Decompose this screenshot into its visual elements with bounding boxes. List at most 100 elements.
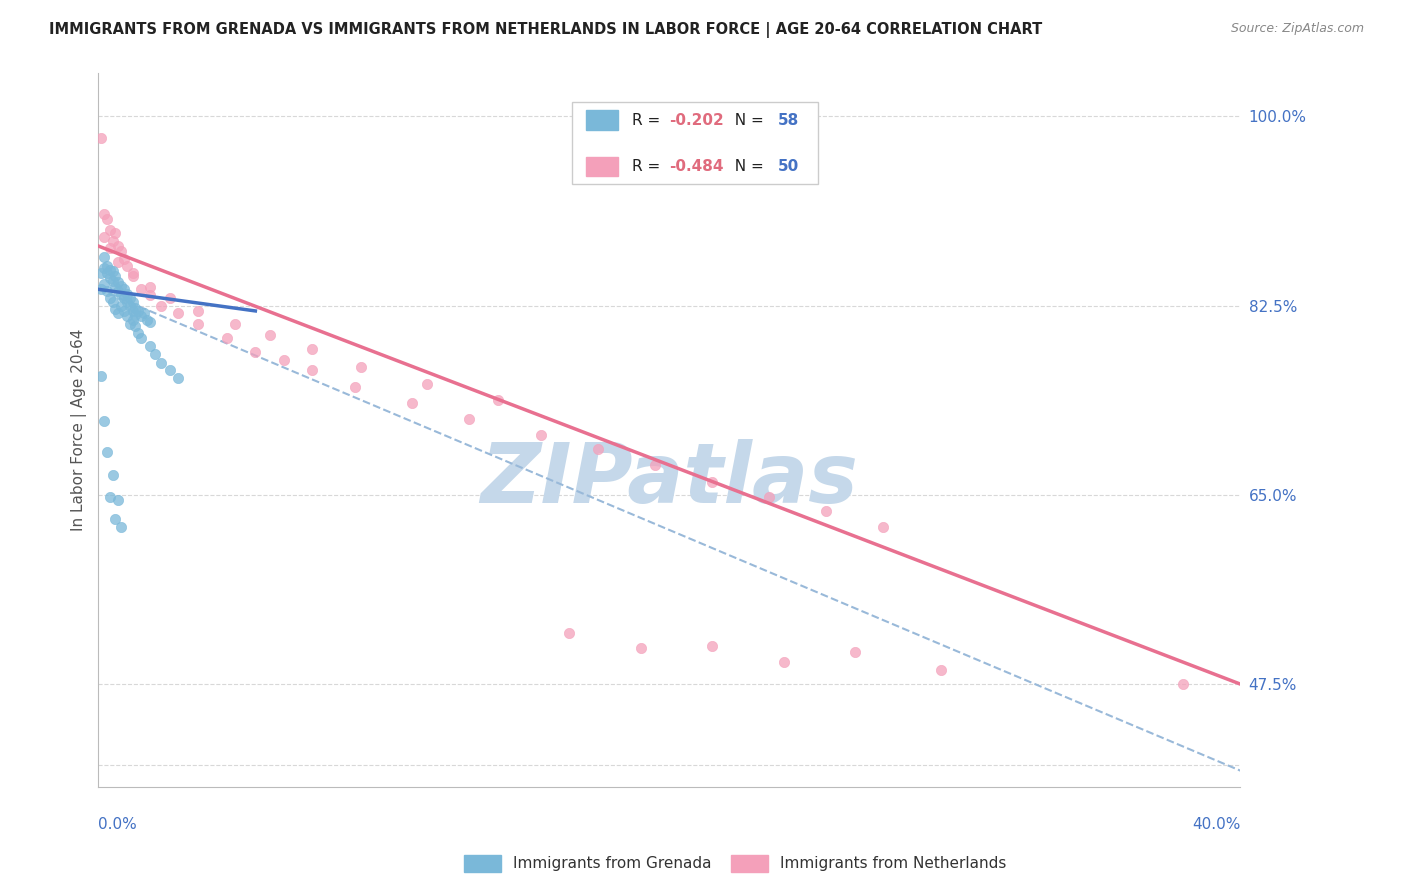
Text: N =: N =: [725, 112, 769, 128]
Point: [139, 315, 162, 329]
Point: [187, 317, 209, 331]
Text: 58: 58: [778, 112, 799, 128]
Point: [101, 468, 124, 483]
Point: [118, 291, 141, 305]
Point: [135, 312, 157, 326]
Point: [929, 663, 952, 677]
Point: [344, 379, 367, 393]
Point: [93, 250, 115, 264]
Text: IMMIGRANTS FROM GRENADA VS IMMIGRANTS FROM NETHERLANDS IN LABOR FORCE | AGE 20-6: IMMIGRANTS FROM GRENADA VS IMMIGRANTS FR…: [49, 22, 1042, 38]
Point: [107, 239, 129, 253]
Point: [101, 264, 124, 278]
Point: [101, 295, 124, 310]
Point: [245, 345, 267, 359]
Point: [115, 295, 138, 310]
Point: [486, 392, 509, 407]
Text: ZIPatlas: ZIPatlas: [481, 440, 858, 520]
Point: [415, 377, 437, 392]
Point: [273, 352, 295, 367]
Point: [115, 286, 138, 301]
Point: [90, 266, 112, 280]
Point: [586, 442, 609, 457]
Point: [115, 310, 138, 324]
Point: [101, 234, 124, 248]
Point: [758, 490, 780, 504]
Point: [401, 396, 423, 410]
Point: [558, 626, 581, 640]
Point: [150, 299, 173, 313]
Point: [93, 206, 115, 220]
Point: [110, 520, 132, 534]
Point: [139, 287, 162, 301]
Point: [96, 285, 118, 299]
Point: [167, 306, 190, 320]
Point: [139, 280, 162, 294]
Text: -0.484: -0.484: [669, 159, 724, 174]
Point: [112, 291, 135, 305]
Point: [121, 266, 143, 280]
Point: [702, 475, 724, 489]
FancyBboxPatch shape: [586, 110, 619, 130]
Point: [93, 414, 115, 428]
Point: [127, 326, 149, 340]
Text: -0.202: -0.202: [669, 112, 724, 128]
Point: [98, 241, 121, 255]
Point: [259, 327, 281, 342]
Text: 40.0%: 40.0%: [1192, 817, 1240, 832]
Point: [124, 319, 146, 334]
Point: [104, 269, 127, 284]
Point: [630, 641, 652, 656]
Point: [129, 331, 152, 345]
Point: [159, 363, 181, 377]
Text: Immigrants from Grenada: Immigrants from Grenada: [513, 856, 711, 871]
Point: [104, 226, 127, 240]
Point: [121, 295, 143, 310]
Point: [96, 212, 118, 227]
Point: [159, 291, 181, 305]
FancyBboxPatch shape: [586, 156, 619, 177]
Point: [104, 280, 127, 294]
Point: [458, 412, 481, 426]
Point: [844, 645, 866, 659]
Point: [90, 131, 112, 145]
Text: R =: R =: [631, 112, 665, 128]
Point: [107, 493, 129, 508]
Point: [96, 259, 118, 273]
Point: [129, 282, 152, 296]
Point: [215, 331, 238, 345]
Point: [112, 282, 135, 296]
Point: [93, 277, 115, 291]
Point: [101, 274, 124, 288]
Point: [118, 317, 141, 331]
Point: [107, 275, 129, 289]
Point: [90, 282, 112, 296]
Point: [104, 301, 127, 316]
Point: [301, 363, 323, 377]
Point: [107, 255, 129, 269]
Point: [93, 260, 115, 275]
Text: 50: 50: [778, 159, 799, 174]
Point: [98, 263, 121, 277]
Point: [224, 317, 246, 331]
Point: [1173, 677, 1195, 691]
Point: [872, 520, 894, 534]
Point: [127, 304, 149, 318]
Point: [124, 308, 146, 322]
Point: [187, 304, 209, 318]
Point: [98, 223, 121, 237]
Point: [90, 368, 112, 383]
Point: [98, 490, 121, 504]
Point: [772, 656, 794, 670]
Point: [96, 444, 118, 458]
Point: [145, 347, 167, 361]
Point: [121, 312, 143, 326]
Point: [644, 458, 666, 472]
Text: R =: R =: [631, 159, 665, 174]
Point: [150, 356, 173, 370]
Point: [124, 301, 146, 315]
Point: [104, 511, 127, 525]
Point: [530, 428, 553, 442]
Point: [121, 304, 143, 318]
Point: [139, 338, 162, 352]
Point: [129, 310, 152, 324]
